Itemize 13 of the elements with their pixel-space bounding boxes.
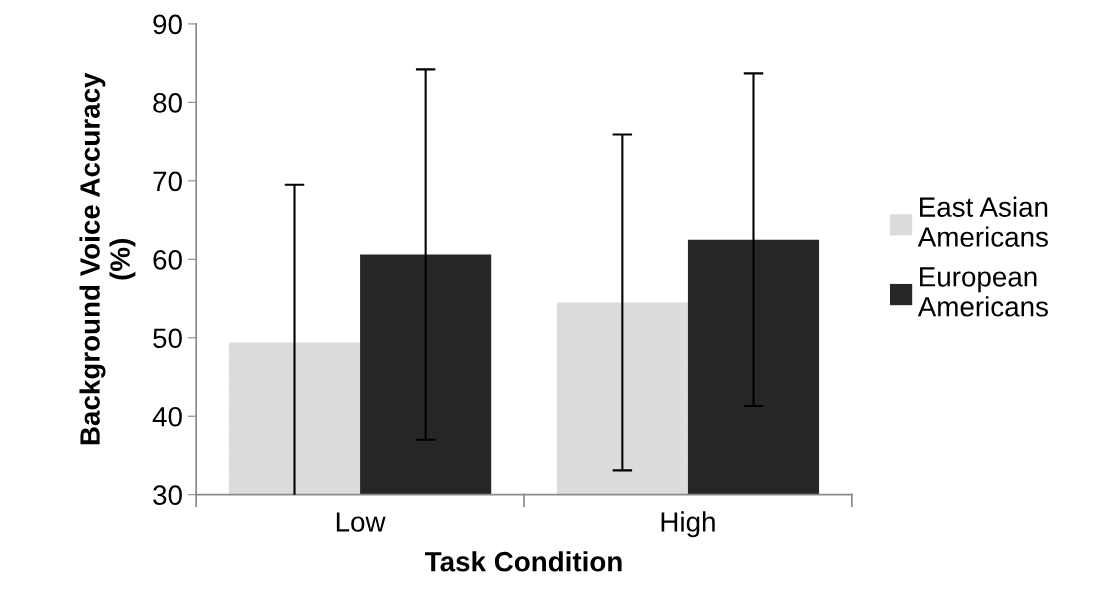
- y-tick-label: 40: [152, 406, 182, 427]
- y-tick-label: 90: [153, 14, 182, 35]
- x-axis-title: Task Condition: [425, 551, 622, 572]
- legend-label: East Asian Americans: [917, 196, 1048, 247]
- y-tick-label: 60: [153, 249, 182, 270]
- y-axis-title: Background Voice Accuracy (%): [79, 72, 136, 445]
- x-tick-label: Low: [336, 512, 386, 532]
- x-tick-label: High: [661, 511, 715, 538]
- y-tick-label: 70: [153, 171, 182, 192]
- y-tick-label: 50: [153, 328, 182, 349]
- y-tick-label: 30: [153, 485, 182, 506]
- legend-label: European Americans: [917, 267, 1048, 317]
- y-tick-label: 80: [153, 93, 182, 113]
